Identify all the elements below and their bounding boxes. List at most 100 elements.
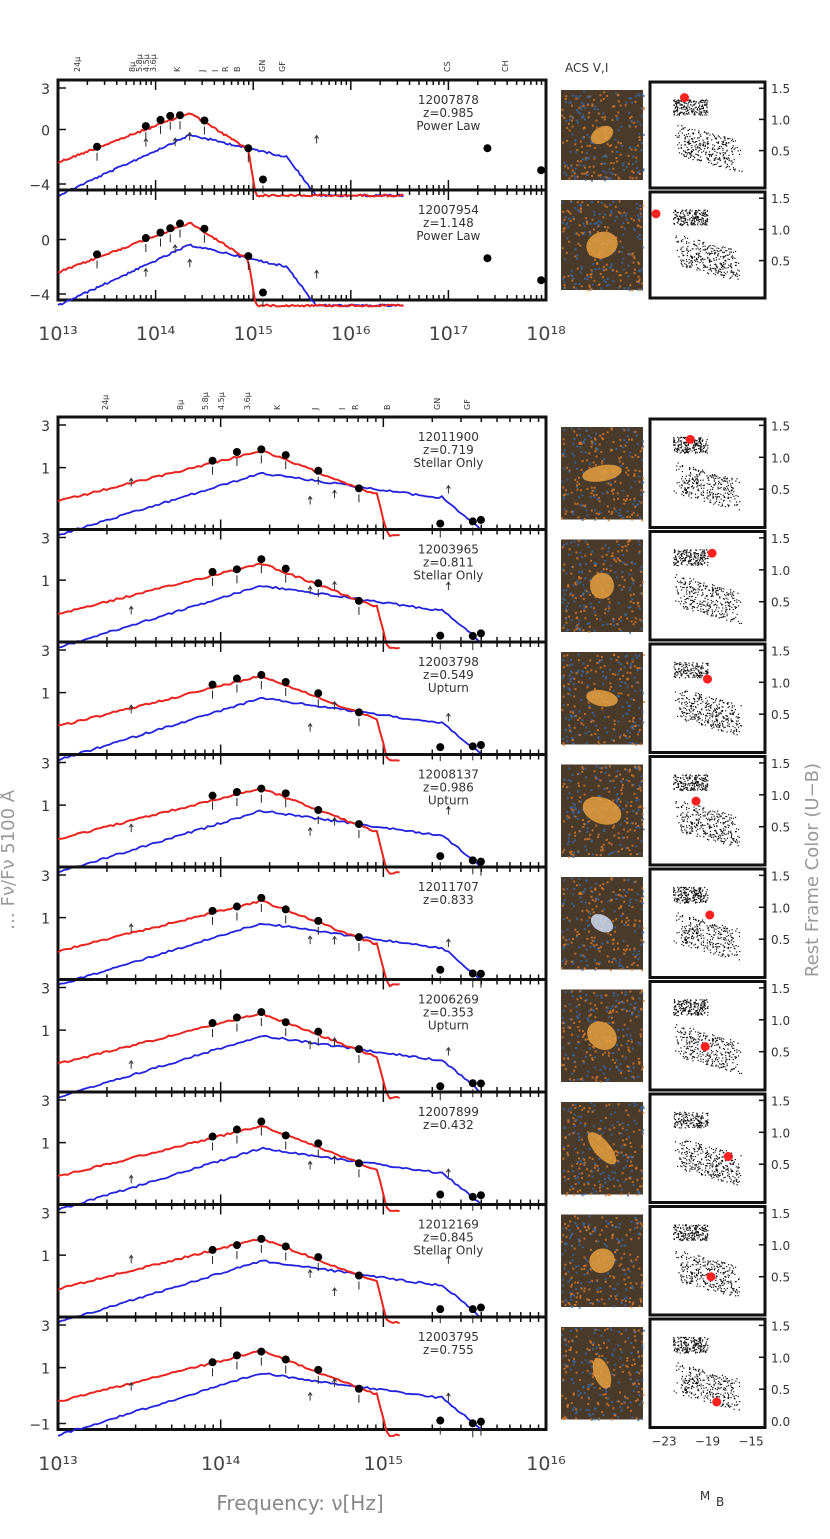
stamp-noise bbox=[578, 107, 580, 109]
stamp-noise bbox=[614, 910, 616, 912]
stamp-noise bbox=[621, 1151, 623, 1153]
stamp-noise bbox=[641, 1341, 643, 1343]
stamp-noise bbox=[632, 1383, 634, 1385]
stamp-noise bbox=[574, 1148, 576, 1150]
stamp-noise bbox=[638, 1058, 640, 1060]
stamp-noise bbox=[565, 216, 567, 218]
stamp-noise bbox=[624, 1396, 626, 1398]
cmd-galaxy-dot bbox=[703, 267, 704, 268]
cmd-galaxy-dot bbox=[724, 157, 725, 158]
cmd-galaxy-dot bbox=[692, 215, 693, 216]
stamp-noise bbox=[580, 581, 582, 583]
stamp-noise bbox=[632, 155, 634, 157]
stamp-noise bbox=[621, 1239, 623, 1241]
cmd-galaxy-dot bbox=[699, 160, 700, 161]
cmd-galaxy-dot bbox=[695, 218, 696, 219]
object-id-label: 12003965 bbox=[418, 543, 479, 557]
stamp-noise bbox=[612, 1059, 614, 1061]
cmd-galaxy-dot bbox=[697, 224, 698, 225]
stamp-noise bbox=[564, 165, 566, 167]
stamp-noise bbox=[634, 1105, 636, 1107]
cmd-galaxy-dot bbox=[686, 249, 687, 250]
stamp-noise bbox=[639, 1129, 641, 1131]
cmd-galaxy-dot bbox=[686, 134, 687, 135]
stamp-noise bbox=[608, 1055, 610, 1057]
stamp-noise bbox=[625, 922, 627, 924]
stamp-noise bbox=[606, 1010, 608, 1012]
cmd-galaxy-dot bbox=[675, 214, 676, 215]
stamp-noise bbox=[634, 1227, 636, 1229]
stamp-noise bbox=[597, 201, 599, 203]
cmd-galaxy-dot bbox=[713, 268, 714, 269]
stamp-noise bbox=[636, 1179, 638, 1181]
stamp-noise bbox=[579, 1297, 581, 1299]
stamp-noise bbox=[600, 667, 602, 669]
stamp-noise bbox=[563, 494, 565, 496]
stamp-noise bbox=[587, 591, 589, 593]
stamp-noise bbox=[563, 1064, 565, 1066]
stamp-noise bbox=[561, 109, 563, 111]
stamp-noise bbox=[563, 284, 565, 286]
stamp-noise bbox=[618, 457, 620, 459]
stamp-noise bbox=[564, 1416, 566, 1418]
stamp-noise bbox=[627, 924, 629, 926]
stamp-noise bbox=[626, 779, 628, 781]
cmd-galaxy-dot bbox=[678, 218, 679, 219]
stamp-noise bbox=[575, 98, 577, 100]
stamp-noise bbox=[569, 1349, 571, 1351]
stamp-noise bbox=[627, 801, 629, 803]
stamp-noise bbox=[569, 1292, 571, 1294]
cmd-galaxy-dot bbox=[737, 276, 738, 277]
stamp-noise bbox=[574, 462, 576, 464]
stamp-noise bbox=[639, 205, 641, 207]
stamp-noise bbox=[621, 780, 623, 782]
stamp-noise bbox=[596, 1346, 598, 1348]
stamp-noise bbox=[586, 909, 588, 911]
band-label: 4.5µ bbox=[217, 392, 226, 410]
stamp-noise bbox=[631, 1156, 633, 1158]
stamp-noise bbox=[588, 112, 590, 114]
stamp-noise bbox=[598, 113, 600, 115]
stamp-noise bbox=[619, 678, 621, 680]
cmd-galaxy-dot bbox=[679, 115, 680, 116]
stamp-noise bbox=[605, 1390, 607, 1392]
stamp-noise bbox=[639, 289, 641, 291]
cmd-galaxy-dot bbox=[716, 248, 717, 249]
cmd-galaxy-dot bbox=[684, 105, 685, 106]
stamp-noise bbox=[587, 145, 589, 147]
stamp-noise bbox=[623, 169, 625, 171]
stamp-noise bbox=[629, 742, 631, 744]
upper-limit-arrow bbox=[446, 713, 450, 721]
stamp-noise bbox=[587, 828, 589, 830]
cmd-galaxy-dot bbox=[731, 140, 732, 141]
stamp-noise bbox=[620, 915, 622, 917]
stamp-noise bbox=[581, 1177, 583, 1179]
cmd-galaxy-dot bbox=[683, 212, 684, 213]
cmd-galaxy-dot bbox=[705, 246, 706, 247]
cmd-galaxy-dot bbox=[687, 147, 688, 148]
stamp-noise bbox=[600, 288, 602, 290]
stamp-noise bbox=[617, 1283, 619, 1285]
cmd-galaxy-dot bbox=[707, 112, 708, 113]
cmd-galaxy-dot bbox=[728, 155, 729, 156]
cmd-galaxy-dot bbox=[727, 159, 728, 160]
stamp-noise bbox=[588, 853, 590, 855]
stamp-noise bbox=[561, 1395, 563, 1397]
stamp-noise bbox=[600, 854, 602, 856]
stamp-noise bbox=[598, 601, 600, 603]
cmd-galaxy-dot bbox=[706, 114, 707, 115]
stamp-noise bbox=[613, 995, 615, 997]
stamp-noise bbox=[586, 999, 588, 1001]
stamp-noise bbox=[595, 614, 597, 616]
stamp-noise bbox=[613, 508, 615, 510]
stamp-noise bbox=[638, 1011, 640, 1013]
stamp-noise bbox=[642, 440, 644, 442]
stamp-noise bbox=[600, 946, 602, 948]
stamp-noise bbox=[572, 842, 574, 844]
stamp-noise bbox=[565, 1068, 567, 1070]
stamp-noise bbox=[585, 849, 587, 851]
cmd-galaxy-dot bbox=[716, 257, 717, 258]
cmd-galaxy-dot bbox=[732, 255, 733, 256]
stamp-noise bbox=[622, 490, 624, 492]
cmd-galaxy-dot bbox=[711, 163, 712, 164]
